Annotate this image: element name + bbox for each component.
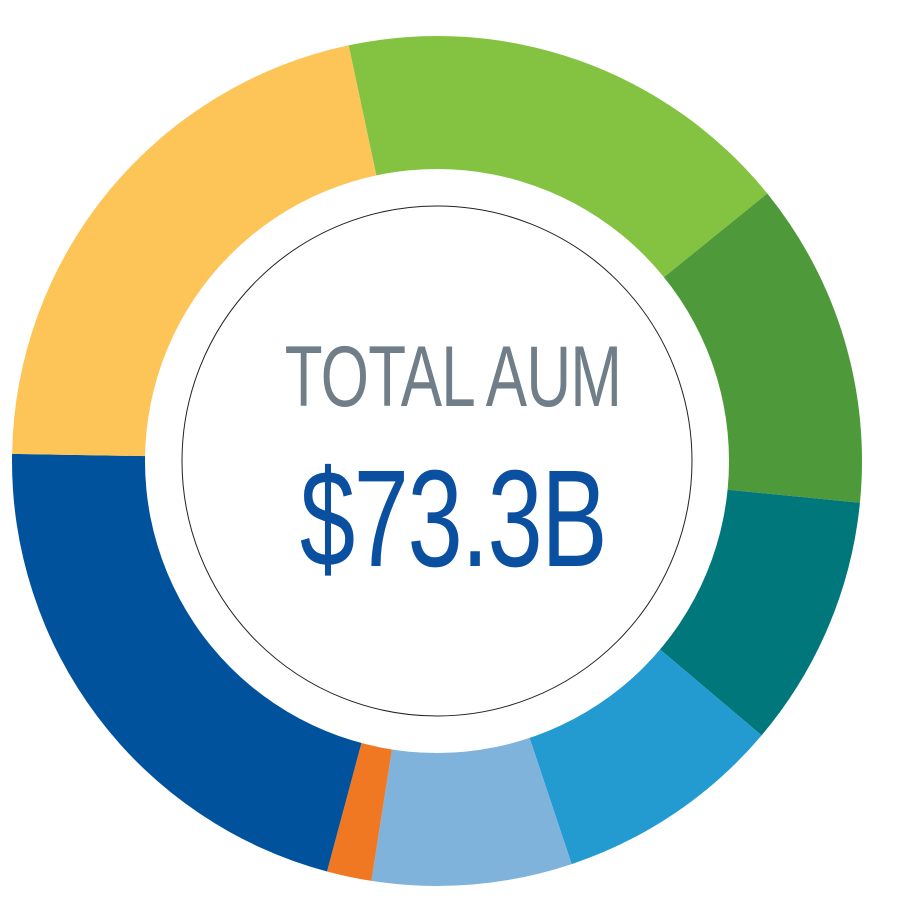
total-aum-label: TOTAL AUM [127,334,779,420]
total-aum-value: $73.3B [127,450,779,588]
